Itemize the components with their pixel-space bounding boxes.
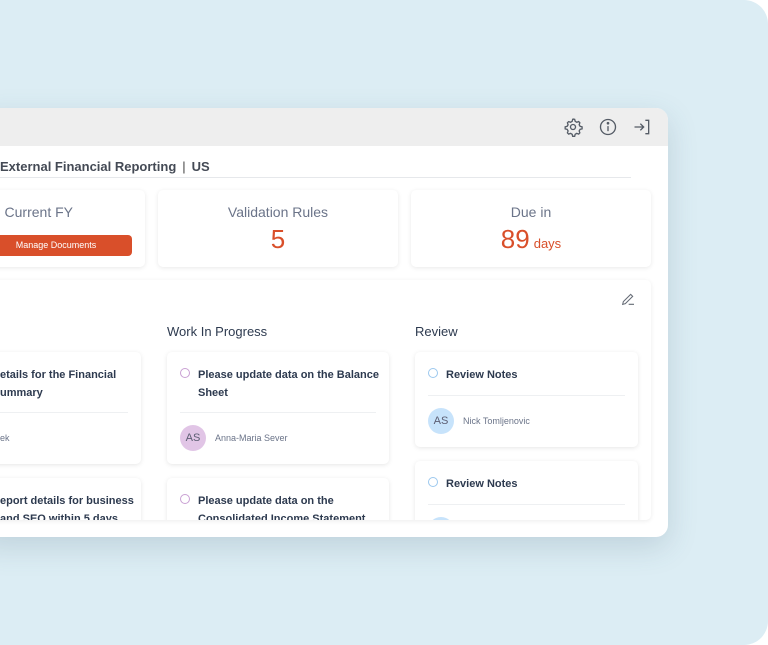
avatar	[428, 517, 454, 520]
task-board: etails for the Financial ummary ek eport …	[0, 280, 651, 520]
region-label: US	[191, 159, 210, 174]
avatar: AS	[428, 408, 454, 434]
gear-icon[interactable]	[563, 117, 583, 137]
header-divider	[0, 177, 631, 178]
app-window: External Financial Reporting | US Current …	[0, 108, 668, 537]
task-title: Please update data on the Consolidated I…	[198, 495, 366, 520]
title-separator: |	[182, 159, 186, 174]
task-title: eport details for business and SEO within…	[0, 495, 134, 520]
stat-label: Current FY	[4, 204, 73, 220]
task-title: etails for the Financial ummary	[0, 369, 117, 399]
edit-icon[interactable]	[620, 291, 636, 307]
column-header-wip: Work In Progress	[167, 324, 268, 339]
stat-label: Validation Rules	[227, 204, 329, 220]
status-circle-icon[interactable]	[428, 368, 438, 378]
stat-card-due-in: Due in 89 days	[411, 190, 651, 267]
card-divider	[428, 504, 625, 505]
task-card[interactable]: eport details for business and SEO within…	[0, 478, 141, 520]
card-divider	[0, 412, 128, 413]
stat-value: 89 days	[411, 224, 651, 255]
task-title: Review Notes	[446, 369, 518, 381]
task-card[interactable]: Review Notes AS Nick Tomljenovic	[415, 352, 638, 447]
card-divider	[428, 395, 625, 396]
stat-card-current-fy: Current FY Manage Documents	[0, 190, 145, 267]
due-days-unit: days	[533, 236, 562, 251]
task-card[interactable]: Please update data on the Balance Sheet …	[167, 352, 389, 464]
avatar: AS	[180, 425, 206, 451]
assignee-name: ek	[0, 433, 10, 443]
title-bar	[0, 108, 668, 146]
info-icon[interactable]	[598, 117, 618, 137]
due-days-value: 89	[500, 224, 530, 254]
manage-documents-button[interactable]: Manage Documents	[0, 235, 132, 256]
task-title: Review Notes	[446, 478, 518, 490]
column-header-review: Review	[415, 324, 458, 339]
card-divider	[180, 412, 376, 413]
stat-label: Due in	[510, 204, 552, 220]
page-title: External Financial Reporting | US	[0, 159, 210, 174]
status-circle-icon[interactable]	[180, 368, 190, 378]
stat-value: 5	[270, 224, 286, 254]
assignee-name: Nick Tomljenovic	[463, 416, 530, 426]
assignee-name: Anna-Maria Sever	[215, 433, 288, 443]
task-card[interactable]: Review Notes	[415, 461, 638, 520]
task-card[interactable]: Please update data on the Consolidated I…	[167, 478, 389, 520]
sign-in-icon[interactable]	[632, 117, 652, 137]
stat-card-validation-rules: Validation Rules 5	[158, 190, 398, 267]
status-circle-icon[interactable]	[180, 494, 190, 504]
task-title: Please update data on the Balance Sheet	[198, 369, 379, 399]
report-title: External Financial Reporting	[0, 159, 177, 174]
status-circle-icon[interactable]	[428, 477, 438, 487]
task-card[interactable]: etails for the Financial ummary ek	[0, 352, 141, 464]
